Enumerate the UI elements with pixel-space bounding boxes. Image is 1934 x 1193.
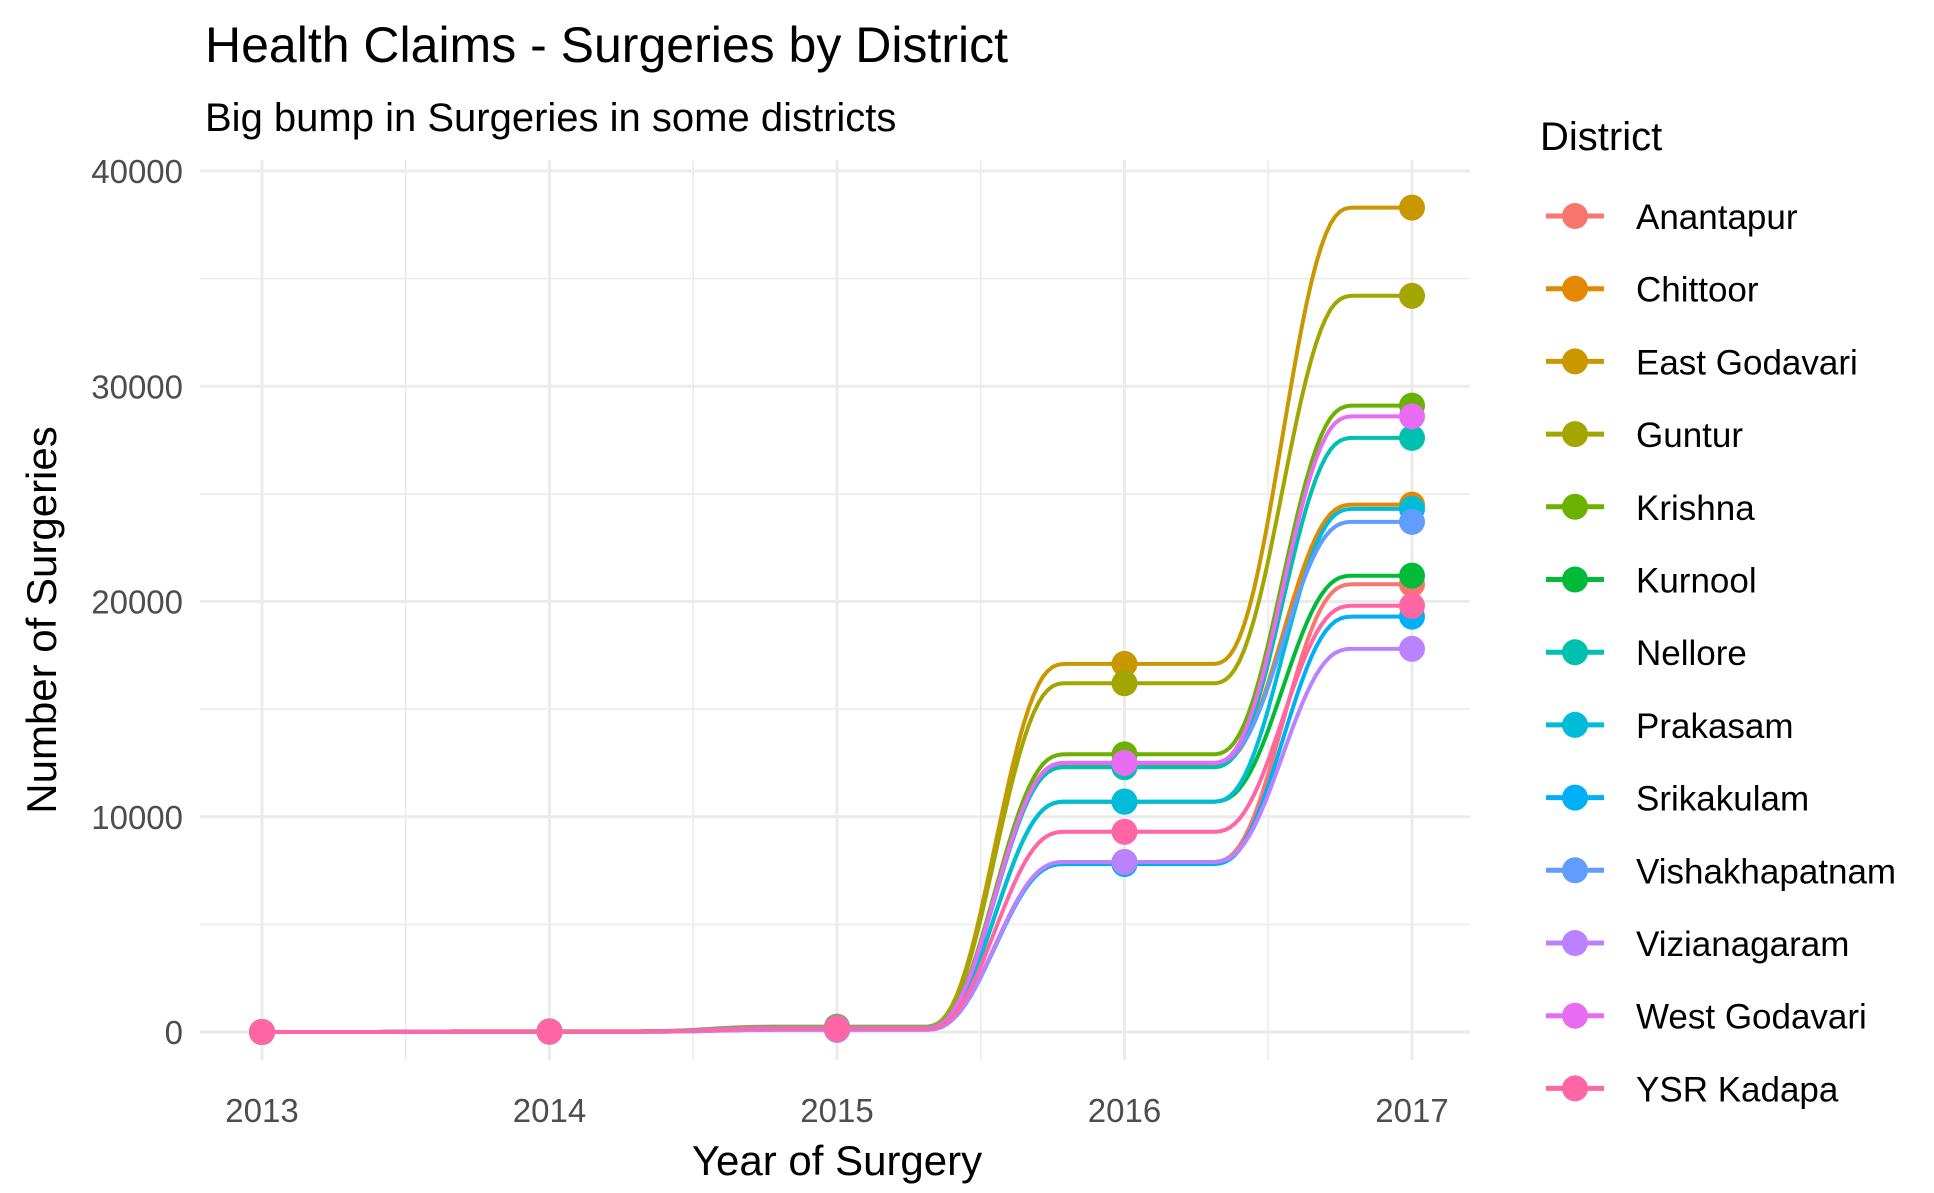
legend-item-guntur: Guntur (1546, 416, 1743, 455)
legend-label: Anantapur (1636, 198, 1798, 237)
legend-item-vizianagaram: Vizianagaram (1546, 925, 1849, 964)
legend-item-anantapur: Anantapur (1546, 198, 1798, 237)
data-point-vizianagaram (1399, 635, 1425, 662)
x-tick-label: 2016 (1088, 1092, 1161, 1129)
legend: Anantapur Chittoor East Godavari Guntur Kris… (1546, 198, 1896, 1109)
legend-key-point (1562, 348, 1588, 375)
legend-key-point (1562, 711, 1588, 738)
data-point-ysr-kadapa (1111, 818, 1138, 845)
legend-item-chittoor: Chittoor (1546, 271, 1759, 310)
series-points (249, 194, 1425, 1045)
data-point-ysr-kadapa (536, 1018, 563, 1045)
y-tick-label: 10000 (91, 799, 183, 836)
legend-key-point (1562, 784, 1588, 811)
x-tick-label: 2014 (513, 1092, 586, 1129)
legend-key-point (1562, 275, 1588, 302)
legend-label: Chittoor (1636, 271, 1759, 310)
data-point-kurnool (1399, 562, 1425, 589)
legend-label: East Godavari (1636, 343, 1858, 382)
legend-key-point (1562, 930, 1588, 956)
legend-key-point (1562, 1075, 1588, 1102)
data-point-guntur (1399, 282, 1425, 309)
y-tick-label: 30000 (91, 368, 183, 405)
legend-key-point (1562, 857, 1588, 884)
legend-label: West Godavari (1636, 998, 1867, 1037)
data-point-ysr-kadapa (249, 1019, 275, 1045)
data-point-prakasam (1111, 788, 1138, 815)
y-tick-label: 20000 (91, 584, 183, 621)
y-tick-label: 0 (165, 1014, 183, 1051)
legend-key-point (1562, 566, 1588, 593)
data-point-east-godavari (1399, 194, 1425, 221)
data-point-vizianagaram (1111, 848, 1138, 875)
legend-item-prakasam: Prakasam (1546, 707, 1794, 746)
legend-key-point (1562, 421, 1588, 448)
y-axis-label: Number of Surgeries (18, 426, 65, 814)
legend-key-point (1562, 1002, 1588, 1029)
legend-label: Krishna (1636, 489, 1755, 528)
legend-label: Prakasam (1636, 707, 1794, 746)
data-point-guntur (1111, 670, 1138, 697)
data-point-west-godavari (1111, 749, 1138, 776)
legend-label: Vizianagaram (1636, 925, 1849, 964)
data-point-nellore (1399, 424, 1425, 451)
legend-item-nellore: Nellore (1546, 634, 1747, 673)
x-tick-label: 2017 (1375, 1092, 1448, 1129)
data-point-vishakhapatnam (1399, 508, 1425, 535)
legend-key-point (1562, 639, 1588, 666)
data-point-ysr-kadapa (1399, 592, 1425, 619)
data-point-east-godavari (1111, 650, 1138, 677)
x-tick-label: 2013 (225, 1092, 298, 1129)
x-axis-label: Year of Surgery (692, 1137, 982, 1184)
legend-label: Vishakhapatnam (1636, 852, 1896, 891)
legend-item-east-godavari: East Godavari (1546, 343, 1858, 382)
y-tick-label: 40000 (91, 153, 183, 190)
legend-item-srikakulam: Srikakulam (1546, 780, 1809, 819)
legend-item-vishakhapatnam: Vishakhapatnam (1546, 852, 1896, 891)
legend-item-ysr-kadapa: YSR Kadapa (1546, 1070, 1839, 1109)
chart-subtitle: Big bump in Surgeries in some districts (205, 96, 896, 140)
legend-item-kurnool: Kurnool (1546, 562, 1757, 601)
legend-label: Nellore (1636, 634, 1747, 673)
legend-item-krishna: Krishna (1546, 489, 1755, 528)
axis-ticks: 0 10000 20000 30000 40000 2013 2014 2015 2016 201… (91, 153, 1448, 1129)
data-point-west-godavari (1399, 403, 1425, 430)
legend-key-point (1562, 203, 1588, 229)
legend-label: Kurnool (1636, 562, 1757, 601)
legend-key-point (1562, 493, 1588, 520)
legend-label: YSR Kadapa (1636, 1070, 1839, 1109)
legend-label: Guntur (1636, 416, 1743, 455)
x-tick-label: 2015 (800, 1092, 873, 1129)
legend-title: District (1540, 115, 1662, 159)
chart-title: Health Claims - Surgeries by District (205, 17, 1008, 73)
legend-item-west-godavari: West Godavari (1546, 998, 1867, 1037)
legend-label: Srikakulam (1636, 780, 1809, 819)
data-point-ysr-kadapa (824, 1015, 850, 1042)
